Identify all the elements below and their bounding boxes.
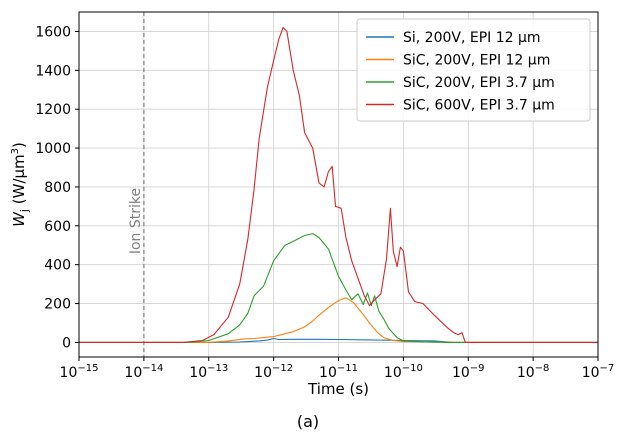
y-label-unit-close: ) (10, 142, 28, 148)
y-tick-label: 600 (44, 219, 71, 235)
y-label-base: W (10, 211, 28, 227)
y-tick-label: 0 (62, 335, 71, 351)
x-tick-exponent: −10 (402, 363, 423, 374)
x-tick-base: 10 (254, 365, 272, 381)
legend-label: SiC, 600V, EPI 3.7 µm (403, 98, 555, 114)
x-tick-label: 10−14 (124, 363, 163, 381)
y-tick-label: 200 (44, 297, 71, 313)
y-tick-label: 400 (44, 258, 71, 274)
legend-label: SiC, 200V, EPI 3.7 µm (403, 75, 555, 91)
series-line-1 (79, 297, 598, 343)
series-line-0 (79, 337, 598, 343)
x-tick-base: 10 (124, 365, 142, 381)
x-tick-base: 10 (452, 365, 470, 381)
x-tick-label: 10−13 (189, 363, 228, 381)
y-axis-ticks: 0 200 400 600 800 1000 1200 1400 1600 (35, 24, 79, 351)
x-tick-label: 10−12 (254, 363, 293, 381)
x-tick-exponent: −11 (337, 363, 358, 374)
y-label-unit-sup: 3 (10, 148, 21, 154)
legend: Si, 200V, EPI 12 µm SiC, 200V, EPI 12 µm S… (356, 18, 591, 122)
x-axis-label: Time (s) (307, 380, 369, 398)
series-line-3 (79, 26, 598, 343)
series-line-2 (79, 233, 598, 343)
figure-caption: (a) (297, 412, 319, 431)
y-label-unit-open: (W/µm (10, 154, 28, 209)
x-tick-exponent: −14 (142, 363, 163, 374)
x-tick-label: 10−7 (582, 363, 615, 381)
y-tick-label: 1200 (35, 102, 71, 118)
x-tick-base: 10 (189, 365, 207, 381)
x-tick-base: 10 (384, 365, 402, 381)
legend-label: Si, 200V, EPI 12 µm (403, 30, 541, 46)
annotation-layer: Ion Strike (128, 12, 145, 357)
x-tick-exponent: −8 (535, 363, 550, 374)
x-tick-base: 10 (517, 365, 535, 381)
x-tick-exponent: −7 (600, 363, 615, 374)
x-tick-label: 10−9 (452, 363, 485, 381)
x-tick-label: 10−8 (517, 363, 550, 381)
legend-label: SiC, 200V, EPI 12 µm (403, 53, 550, 69)
x-tick-base: 10 (582, 365, 600, 381)
y-axis-label: Wj (W/µm3) (10, 142, 31, 227)
x-axis-ticks: 10−15 10−14 10−13 10−12 10−11 10−10 10−9 10−8 10… (60, 357, 615, 381)
x-tick-label: 10−15 (60, 363, 99, 381)
series-layer (79, 26, 598, 343)
x-tick-exponent: −9 (470, 363, 485, 374)
y-tick-label: 1600 (35, 24, 71, 40)
x-tick-label: 10−11 (319, 363, 358, 381)
x-tick-exponent: −15 (77, 363, 98, 374)
x-tick-label: 10−10 (384, 363, 423, 381)
x-tick-exponent: −13 (207, 363, 228, 374)
x-tick-base: 10 (60, 365, 78, 381)
ion-strike-label: Ion Strike (128, 188, 144, 254)
y-tick-label: 1000 (35, 141, 71, 157)
y-tick-label: 800 (44, 180, 71, 196)
x-tick-base: 10 (319, 365, 337, 381)
legend-box (356, 18, 591, 122)
y-label-sub: j (18, 209, 31, 213)
y-tick-label: 1400 (35, 63, 71, 79)
x-tick-exponent: −12 (272, 363, 293, 374)
